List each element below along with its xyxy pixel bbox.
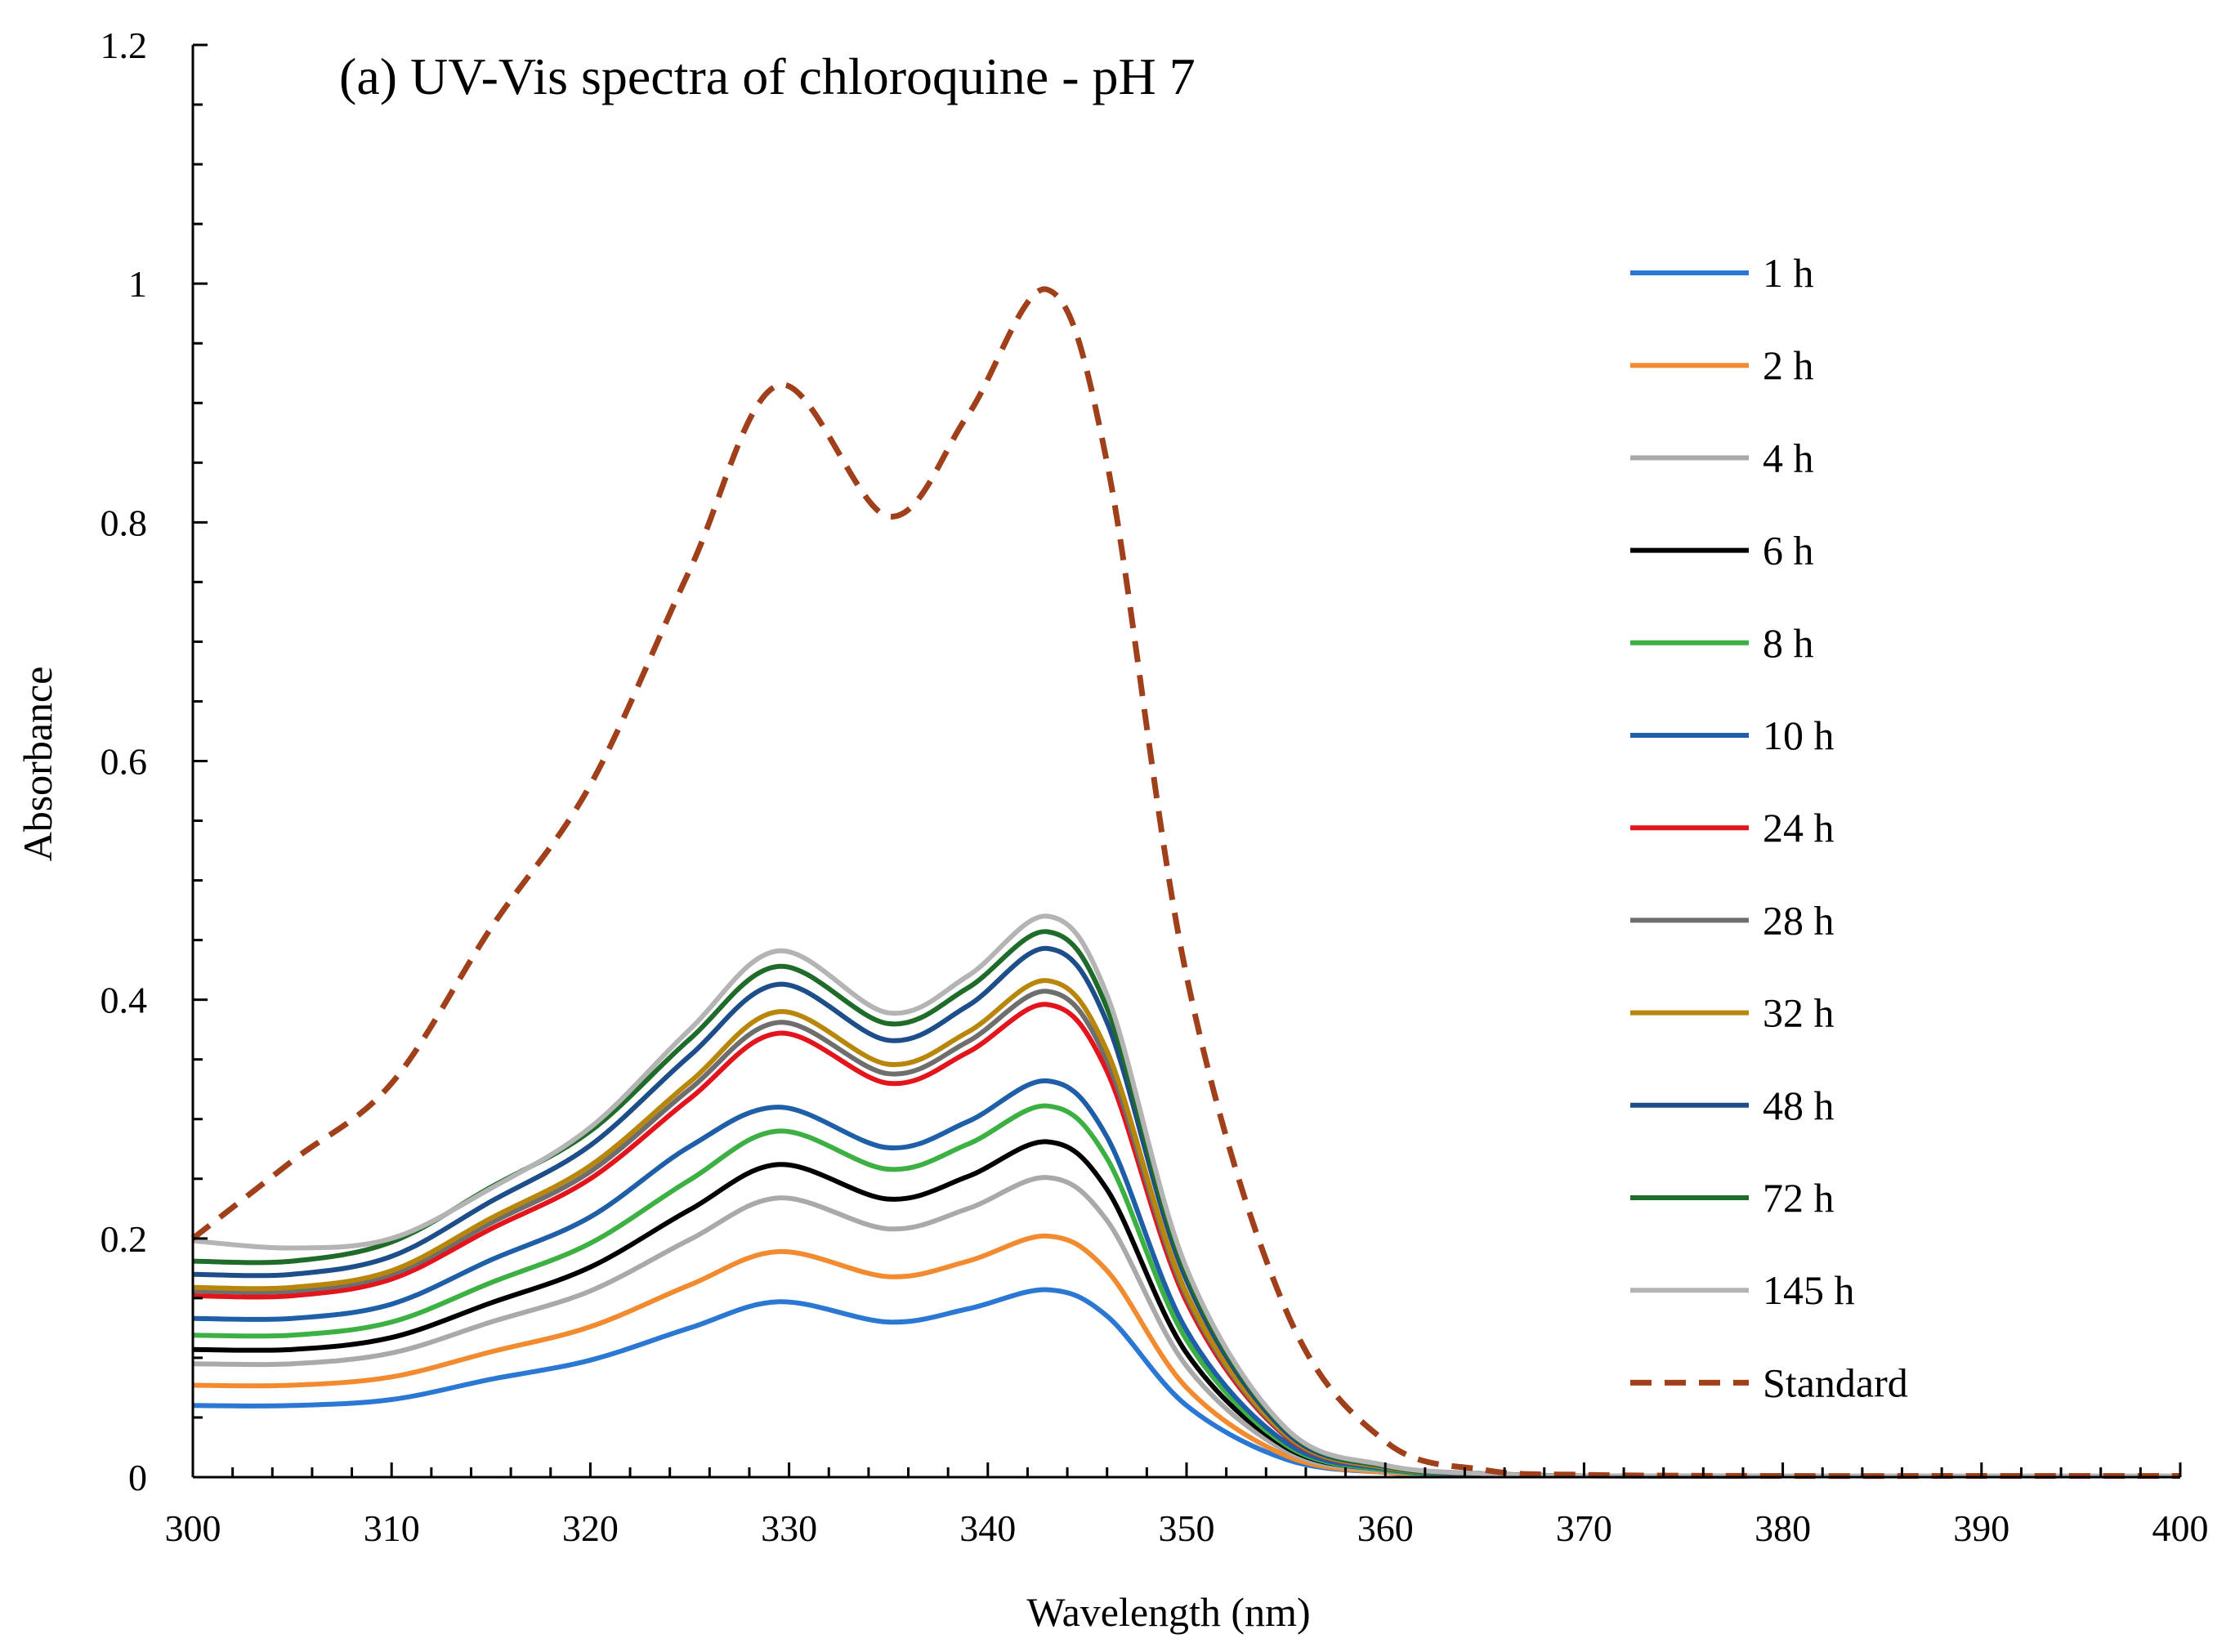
x-axis-title: Wavelength (nm) <box>1026 1589 1310 1635</box>
legend-label: 10 h <box>1763 712 1835 758</box>
axes-layer: 0 0.2 0.4 0.6 0.8 1 1.2 300 310 320 330 340 350 360 37… <box>101 25 2209 1549</box>
legend: 1 h 2 h 4 h 6 h 8 h 10 h 24 h 28 h 32 h 48 h 72 h 1… <box>1630 250 1908 1405</box>
series-layer <box>190 286 2180 1480</box>
y-tick-label: 0 <box>128 1457 147 1498</box>
legend-label: 72 h <box>1763 1175 1835 1221</box>
x-tick-label: 400 <box>2152 1507 2209 1549</box>
legend-label: 1 h <box>1763 250 1814 296</box>
x-tick-label: 370 <box>1556 1507 1612 1549</box>
legend-label: 6 h <box>1763 528 1814 574</box>
legend-label: 8 h <box>1763 620 1814 666</box>
y-tick-label: 0.4 <box>101 980 148 1021</box>
series-line-6-h <box>192 1139 2180 1479</box>
legend-label: 32 h <box>1763 990 1835 1036</box>
x-tick-label: 310 <box>364 1507 420 1549</box>
y-axis-title: Absorbance <box>15 667 60 862</box>
y-tick-label: 1.2 <box>101 25 148 66</box>
x-tick-label: 360 <box>1357 1507 1414 1549</box>
legend-label: 28 h <box>1763 897 1835 943</box>
legend-label: 4 h <box>1763 435 1814 480</box>
series-line-standard <box>190 286 2180 1480</box>
x-tick-label: 320 <box>562 1507 619 1549</box>
legend-label: 24 h <box>1763 805 1835 851</box>
y-tick-label: 0.2 <box>101 1218 148 1260</box>
y-tick-label: 1 <box>128 263 147 305</box>
x-tick-label: 330 <box>761 1507 817 1549</box>
x-tick-label: 350 <box>1159 1507 1215 1549</box>
x-tick-label: 340 <box>959 1507 1016 1549</box>
legend-label: 2 h <box>1763 342 1814 388</box>
legend-label: Standard <box>1763 1360 1908 1405</box>
x-tick-label: 390 <box>1953 1507 2009 1549</box>
y-tick-label: 0.8 <box>101 502 148 543</box>
x-tick-label: 300 <box>165 1507 221 1549</box>
y-tick-label: 0.6 <box>101 741 148 783</box>
chart-title: (a) UV-Vis spectra of chloroquine - pH 7 <box>339 47 1196 105</box>
x-tick-label: 380 <box>1754 1507 1811 1549</box>
legend-label: 145 h <box>1763 1267 1855 1313</box>
legend-label: 48 h <box>1763 1083 1835 1128</box>
